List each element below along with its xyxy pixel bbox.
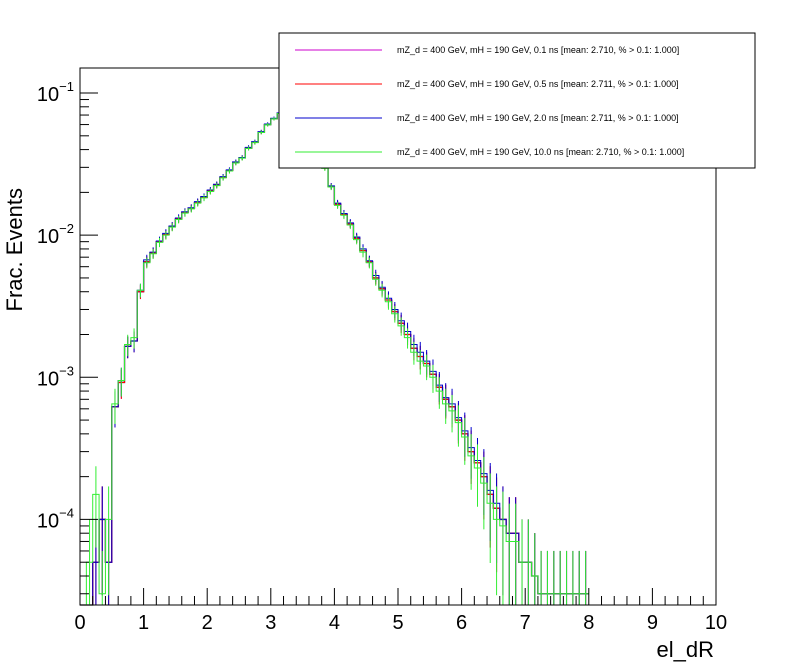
x-tick-label: 8: [583, 612, 594, 634]
y-tick-base: 10: [37, 368, 59, 390]
y-axis-title: Frac. Events: [2, 188, 27, 311]
legend-box: [278, 32, 756, 169]
x-tick-label: 3: [265, 612, 276, 634]
x-tick-label: 9: [647, 612, 658, 634]
x-tick-label: 4: [329, 612, 340, 634]
y-tick-base: 10: [37, 510, 59, 532]
x-tick-label: 5: [392, 612, 403, 634]
y-tick-exponent: −4: [59, 505, 74, 520]
x-tick-label: 0: [74, 612, 85, 634]
y-tick-base: 10: [37, 84, 59, 106]
x-tick-label: 7: [520, 612, 531, 634]
y-tick-label: 10−3: [37, 363, 74, 390]
y-tick-label: 10−1: [37, 79, 74, 106]
legend-entry: mZ_d = 400 GeV, mH = 190 GeV, 2.0 ns [me…: [397, 113, 679, 123]
y-tick-label: 10−2: [37, 221, 74, 248]
y-tick-exponent: −2: [59, 221, 74, 236]
legend-entry: mZ_d = 400 GeV, mH = 190 GeV, 0.5 ns [me…: [397, 79, 679, 89]
legend-entry: mZ_d = 400 GeV, mH = 190 GeV, 10.0 ns [m…: [397, 147, 684, 157]
x-tick-label: 10: [705, 612, 727, 634]
x-tick-label: 6: [456, 612, 467, 634]
x-axis-title: el_dR: [657, 637, 714, 662]
y-tick-label: 10−4: [37, 505, 74, 532]
y-tick-exponent: −1: [59, 79, 74, 94]
series-3: [80, 108, 589, 606]
x-tick-label: 2: [202, 612, 213, 634]
y-tick-base: 10: [37, 226, 59, 248]
legend-entry: mZ_d = 400 GeV, mH = 190 GeV, 0.1 ns [me…: [397, 45, 679, 55]
y-tick-exponent: −3: [59, 363, 74, 378]
x-tick-label: 1: [138, 612, 149, 634]
legend: mZ_d = 400 GeV, mH = 190 GeV, 0.1 ns [me…: [278, 32, 756, 169]
